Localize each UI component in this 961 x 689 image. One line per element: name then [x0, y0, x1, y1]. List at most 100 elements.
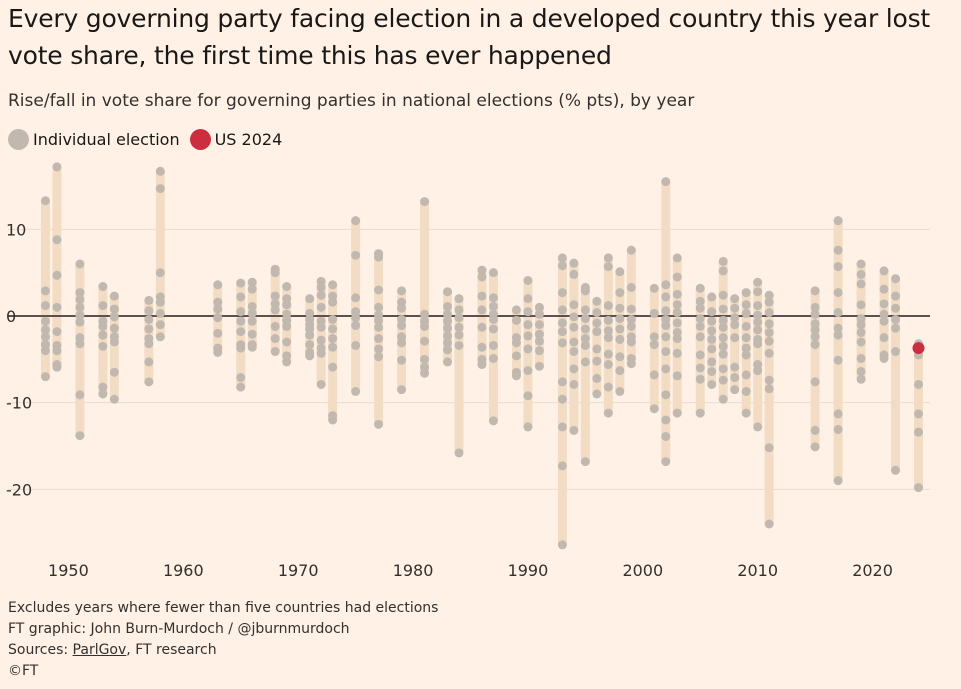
election-dot [213, 313, 223, 323]
scatter-chart: 10 0 -10 -20 1950 1960 1970 1980 1990 2000 2010 20… [6, 162, 930, 580]
election-dot [810, 425, 820, 435]
election-dot [753, 366, 763, 376]
election-dot [879, 333, 889, 343]
election-dot [236, 278, 246, 288]
election-dot [707, 366, 717, 376]
election-dot [626, 282, 636, 292]
range-bar [109, 296, 119, 400]
election-dot [534, 329, 544, 339]
election-dot [213, 297, 223, 307]
election-dot [488, 314, 498, 324]
election-dot [40, 346, 50, 356]
election-dot [477, 322, 487, 332]
election-dot [351, 386, 361, 396]
election-dot [374, 334, 384, 344]
election-dot [672, 289, 682, 299]
election-dot [695, 303, 705, 313]
election-dot [477, 342, 487, 352]
election-dot [155, 184, 165, 194]
election-dot [247, 301, 257, 311]
election-dot [40, 286, 50, 296]
legend-swatch-individual [8, 128, 29, 150]
election-dot [454, 322, 464, 332]
election-dot [661, 280, 671, 290]
election-dot [488, 268, 498, 278]
election-dot [753, 317, 763, 327]
election-dot [764, 443, 774, 453]
election-dot [718, 333, 728, 343]
election-dot [534, 361, 544, 371]
election-dot [615, 324, 625, 334]
election-dot [856, 259, 866, 269]
election-dot [707, 316, 717, 326]
election-dot [511, 315, 521, 325]
election-dot [305, 330, 315, 340]
election-dot [213, 328, 223, 338]
election-dot [420, 336, 430, 346]
election-dot [236, 382, 246, 392]
us-dot-layer [912, 342, 925, 355]
election-dot [328, 314, 338, 324]
x-tick-layer: 1950 1960 1970 1980 1990 2000 2010 2020 [48, 561, 893, 580]
election-dot [661, 306, 671, 316]
election-dot [672, 348, 682, 358]
election-dot [454, 294, 464, 304]
election-dot [534, 309, 544, 319]
election-dot [891, 274, 901, 284]
election-dot [856, 353, 866, 363]
x-tick-label: 1980 [393, 561, 434, 580]
election-dot [718, 394, 728, 404]
election-dot [707, 334, 717, 344]
election-dot [557, 394, 567, 404]
election-dot [270, 321, 280, 331]
election-dot [695, 332, 705, 342]
election-dot [351, 321, 361, 331]
election-dot [569, 425, 579, 435]
election-dot [580, 286, 590, 296]
election-dot [98, 321, 108, 331]
election-dot [672, 300, 682, 310]
election-dot [282, 357, 292, 367]
range-bar [98, 286, 108, 394]
chart-subtitle: Rise/fall in vote share for governing pa… [8, 91, 695, 111]
election-dot [695, 321, 705, 331]
x-tick-label: 2010 [737, 561, 778, 580]
election-dot [741, 350, 751, 360]
legend-swatch-us [189, 128, 211, 150]
election-dot [247, 329, 257, 339]
election-dot [810, 340, 820, 350]
election-dot [833, 476, 843, 486]
election-dot [580, 340, 590, 350]
election-dot [718, 256, 728, 266]
election-dot [741, 288, 751, 298]
election-dot [592, 308, 602, 318]
election-dot [109, 337, 119, 347]
election-dot [109, 304, 119, 314]
election-dot [707, 379, 717, 389]
election-dot [523, 422, 533, 432]
election-dot [741, 333, 751, 343]
election-dot [810, 442, 820, 452]
election-dot [511, 371, 521, 381]
election-dot [718, 290, 728, 300]
election-dot [454, 313, 464, 323]
election-dot [615, 386, 625, 396]
election-dot [557, 327, 567, 337]
election-dot [592, 344, 602, 354]
election-dot [695, 283, 705, 293]
election-dot [672, 318, 682, 328]
election-dot [557, 377, 567, 387]
election-dot [661, 390, 671, 400]
election-dot [316, 322, 326, 332]
election-dot [603, 333, 613, 343]
election-dot [75, 288, 85, 298]
election-dot [707, 307, 717, 317]
election-dot [695, 363, 705, 373]
election-dot [75, 317, 85, 327]
election-dot [247, 316, 257, 326]
election-dot [236, 343, 246, 353]
footer-sources-link[interactable]: ParlGov [72, 642, 127, 658]
election-dot [374, 315, 384, 325]
election-dot [833, 409, 843, 419]
election-dot [914, 427, 924, 437]
